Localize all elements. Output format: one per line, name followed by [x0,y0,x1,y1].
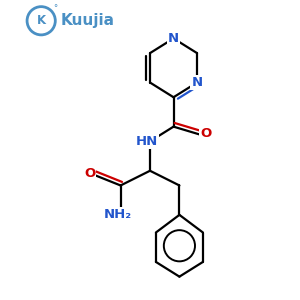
Text: NH₂: NH₂ [103,208,132,221]
Text: O: O [84,167,95,180]
Text: K: K [37,14,46,27]
Text: N: N [168,32,179,45]
Text: Kuujia: Kuujia [60,13,114,28]
Text: O: O [200,128,211,140]
Text: HN: HN [136,135,158,148]
Text: N: N [191,76,203,89]
Text: °: ° [53,4,57,13]
